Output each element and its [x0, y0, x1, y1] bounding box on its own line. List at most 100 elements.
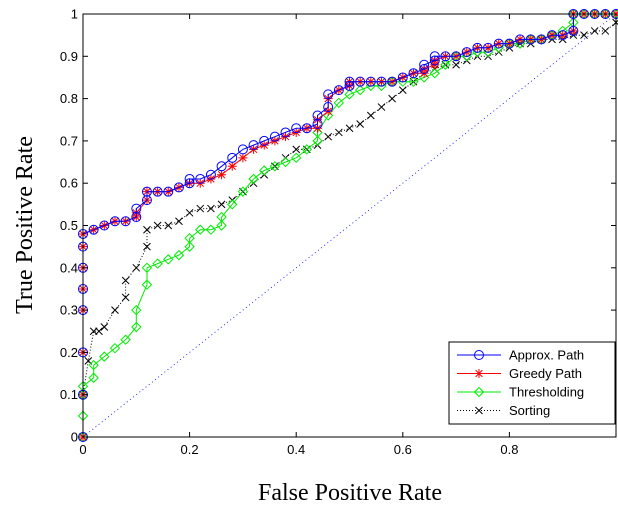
- data-point-sorting: [175, 217, 183, 226]
- data-point-thresholding: [120, 334, 131, 345]
- data-point-approx-path: [344, 80, 355, 91]
- data-point-sorting: [590, 27, 599, 35]
- data-point-sorting: [388, 94, 396, 103]
- data-point-approx-path: [397, 72, 408, 83]
- data-point-sorting: [95, 327, 103, 336]
- data-point-thresholding: [344, 89, 355, 100]
- data-point-approx-path: [248, 140, 259, 151]
- x-tick-label: 0.8: [500, 442, 518, 457]
- data-point-approx-path: [109, 216, 120, 227]
- data-point-sorting: [100, 323, 109, 331]
- data-point-approx-path: [301, 123, 312, 134]
- data-point-thresholding: [131, 304, 142, 316]
- y-tick-label: 1: [71, 7, 78, 22]
- data-point-approx-path: [472, 42, 483, 53]
- data-point-thresholding: [440, 59, 451, 70]
- data-point-approx-path: [461, 47, 472, 58]
- data-point-sorting: [121, 276, 130, 285]
- legend-item-sorting: Sorting: [457, 403, 550, 418]
- data-point-thresholding: [227, 199, 238, 210]
- data-point-approx-path: [376, 76, 387, 87]
- legend-marker-approx-path: [474, 350, 484, 360]
- data-point-approx-path: [227, 152, 238, 163]
- y-tick-label: 0: [71, 430, 78, 445]
- data-point-approx-path: [323, 102, 334, 113]
- y-tick-label: 0.6: [60, 176, 78, 191]
- data-point-approx-path: [88, 224, 99, 235]
- data-point-approx-path: [259, 135, 270, 146]
- data-point-approx-path: [312, 118, 323, 129]
- data-point-sorting: [356, 120, 365, 128]
- data-point-approx-path: [131, 203, 142, 214]
- data-point-sorting: [153, 221, 162, 230]
- data-point-greedy-path: [217, 170, 227, 180]
- data-point-approx-path: [184, 173, 195, 184]
- data-point-approx-path: [440, 51, 451, 62]
- data-point-sorting: [132, 263, 141, 272]
- data-point-approx-path: [323, 89, 334, 100]
- data-point-thresholding: [312, 135, 323, 147]
- data-point-sorting: [143, 225, 151, 234]
- data-point-thresholding: [195, 224, 206, 235]
- legend-item-approx-path: Approx. Path: [457, 348, 584, 363]
- data-point-thresholding: [216, 220, 227, 231]
- legend-item-greedy-path: Greedy Path: [457, 366, 582, 381]
- data-point-approx-path: [184, 178, 195, 189]
- data-point-thresholding: [173, 249, 185, 261]
- data-point-approx-path: [408, 68, 419, 79]
- legend: Approx. Path Greedy Path Thresholding Sorti…: [448, 341, 616, 425]
- data-point-approx-path: [344, 76, 355, 87]
- data-point-approx-path: [291, 123, 302, 134]
- data-point-approx-path: [365, 76, 376, 87]
- data-point-approx-path: [141, 195, 152, 206]
- y-tick-label: 0.7: [60, 133, 78, 148]
- y-tick-label: 0.5: [60, 218, 78, 233]
- data-point-sorting: [398, 86, 407, 94]
- data-point-approx-path: [152, 186, 163, 197]
- data-point-thresholding: [184, 241, 195, 252]
- data-point-thresholding: [290, 152, 302, 164]
- data-point-thresholding: [333, 97, 345, 109]
- data-point-approx-path: [237, 144, 248, 155]
- chart-axes: 0 0.2 0.4 0.6 0.8 0 0.1 0.2 0.3 0.4 0.5 0.6 0.7 0.8 0.…: [60, 7, 617, 457]
- data-point-sorting: [111, 306, 119, 314]
- y-axis-title: True Positive Rate: [12, 136, 38, 314]
- data-point-thresholding: [109, 342, 121, 354]
- data-point-thresholding: [237, 186, 249, 197]
- data-point-thresholding: [152, 258, 163, 269]
- data-point-thresholding: [184, 232, 195, 244]
- data-point-thresholding: [99, 351, 110, 362]
- data-point-thresholding: [131, 321, 142, 333]
- data-point-thresholding: [141, 279, 153, 290]
- data-point-approx-path: [429, 51, 440, 62]
- data-point-approx-path: [280, 127, 291, 138]
- x-tick-label: 0.4: [287, 442, 305, 457]
- data-point-sorting: [366, 111, 375, 120]
- legend-label-greedy-path: Greedy Path: [509, 366, 582, 381]
- legend-label-approx-path: Approx. Path: [509, 348, 584, 363]
- data-point-thresholding: [216, 211, 227, 223]
- data-point-sorting: [377, 103, 386, 111]
- data-point-greedy-path: [227, 161, 237, 171]
- chance-diagonal-line: [82, 13, 617, 438]
- data-point-thresholding: [280, 156, 291, 168]
- data-point-approx-path: [547, 30, 558, 41]
- data-point-approx-path: [205, 169, 216, 180]
- data-point-approx-path: [451, 51, 462, 62]
- data-point-approx-path: [269, 131, 280, 142]
- y-tick-label: 0.8: [60, 91, 78, 106]
- data-point-sorting: [217, 200, 226, 209]
- data-point-approx-path: [216, 161, 227, 172]
- data-point-thresholding: [269, 161, 281, 172]
- legend-marker-greedy-path: [474, 369, 484, 378]
- data-point-thresholding: [301, 144, 313, 155]
- y-tick-label: 0.2: [60, 345, 78, 360]
- legend-item-thresholding: Thresholding: [457, 385, 584, 400]
- data-point-approx-path: [429, 55, 440, 66]
- data-point-approx-path: [131, 212, 142, 223]
- data-point-approx-path: [568, 25, 579, 36]
- data-point-sorting: [143, 242, 151, 251]
- data-point-approx-path: [419, 59, 430, 70]
